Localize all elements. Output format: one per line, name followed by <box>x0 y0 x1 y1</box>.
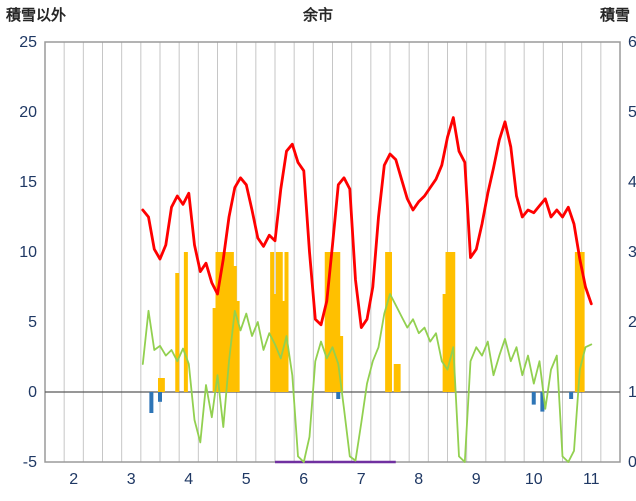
blue-bars <box>158 392 162 402</box>
orange-bars <box>229 252 234 392</box>
left-axis-tick: 10 <box>19 244 37 261</box>
orange-bars <box>232 266 237 392</box>
orange-bars <box>385 252 390 392</box>
orange-bars <box>442 294 447 392</box>
left-axis-tick: 15 <box>19 174 37 191</box>
orange-bars <box>451 252 456 392</box>
x-axis-tick: 5 <box>242 471 251 488</box>
orange-bars <box>278 252 283 392</box>
orange-bars <box>445 252 450 392</box>
orange-bars <box>324 252 329 392</box>
left-axis-tick: -5 <box>23 454 37 471</box>
orange-bars <box>270 252 275 392</box>
x-axis-tick: 2 <box>69 471 78 488</box>
orange-bars <box>160 378 165 392</box>
blue-bars <box>540 392 545 412</box>
orange-bars <box>580 252 585 392</box>
orange-bars <box>235 301 240 392</box>
x-axis-tick: 4 <box>184 471 193 488</box>
orange-bars <box>574 252 579 392</box>
blue-bars <box>149 392 154 413</box>
orange-bars <box>212 308 217 392</box>
left-axis-tick: 25 <box>19 34 37 51</box>
x-axis-tick: 7 <box>357 471 366 488</box>
orange-bars <box>215 252 220 392</box>
green-line <box>141 293 593 463</box>
blue-bars <box>569 392 574 399</box>
chart-title: 余市 <box>302 7 333 24</box>
left-axis-tick: 0 <box>28 384 37 401</box>
orange-bars <box>333 252 338 392</box>
orange-bars <box>284 252 289 392</box>
orange-bars <box>388 252 392 392</box>
orange-bars <box>393 364 398 392</box>
x-axis-tick: 11 <box>583 471 600 488</box>
right-axis-tick: 60 <box>628 34 636 51</box>
orange-bars <box>396 364 401 392</box>
orange-bars <box>218 252 223 392</box>
x-axis-tick: 8 <box>414 471 423 488</box>
orange-bars <box>175 273 180 392</box>
blue-bars <box>336 392 341 399</box>
right-axis-tick: 30 <box>628 244 636 261</box>
x-axis-tick: 10 <box>525 471 543 488</box>
orange-bars <box>448 252 453 392</box>
right-axis-tick: 0 <box>628 454 636 471</box>
orange-bars <box>221 252 226 392</box>
red-line <box>141 116 593 330</box>
x-axis-tick: 3 <box>127 471 136 488</box>
chart-header: 積雪以外 余市 積雪 <box>0 4 636 26</box>
orange-bars <box>275 252 280 392</box>
orange-bars <box>336 252 341 392</box>
orange-bars <box>339 336 344 392</box>
right-axis-tick: 40 <box>628 174 636 191</box>
orange-bars <box>158 378 162 392</box>
orange-bars <box>183 252 188 392</box>
orange-bars <box>227 252 231 392</box>
x-axis-tick: 9 <box>472 471 481 488</box>
orange-bars <box>224 252 229 392</box>
left-axis-tick: 5 <box>28 314 37 331</box>
x-axis-tick: 6 <box>299 471 308 488</box>
orange-bars <box>577 252 582 392</box>
left-axis-title: 積雪以外 <box>6 7 67 24</box>
left-axis-tick: 20 <box>19 104 37 121</box>
right-axis-tick: 10 <box>628 384 636 401</box>
right-axis-tick: 50 <box>628 104 636 121</box>
orange-bars <box>327 252 332 392</box>
blue-bars <box>531 392 536 405</box>
right-axis-title: 積雪 <box>599 7 630 24</box>
right-axis-tick: 20 <box>628 314 636 331</box>
orange-bars <box>330 252 335 392</box>
